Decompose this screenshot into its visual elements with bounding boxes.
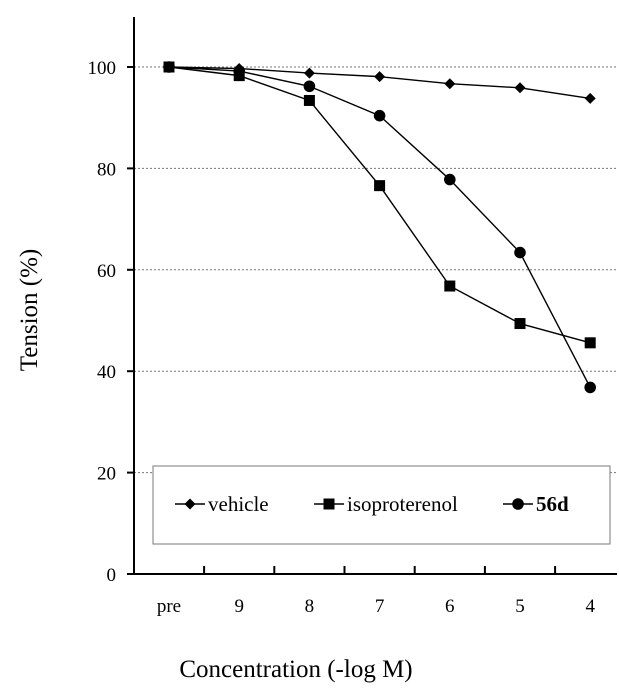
data-point-isoproterenol: [444, 280, 456, 292]
y-tick-label: 0: [107, 565, 117, 586]
x-tick-label: 6: [445, 596, 455, 617]
x-tick-label: 8: [305, 596, 315, 617]
y-tick-label: 60: [97, 261, 116, 282]
data-point-vehicle: [444, 78, 456, 90]
grid-lines: [134, 66, 617, 474]
legend-label-vehicle: vehicle: [208, 492, 269, 516]
legend-box: [152, 465, 611, 545]
tick-labels: 0 20 40 60 80 100 pre 9 8 7 6 5 4: [88, 58, 596, 617]
data-point-56d: [584, 381, 596, 394]
x-tick-label: 9: [234, 596, 244, 617]
legend-items: vehicle isoproterenol 56d: [175, 492, 569, 516]
data-point-56d: [233, 65, 245, 77]
x-axis-title: Concentration (-log M): [179, 656, 412, 683]
x-tick-label: 7: [375, 596, 385, 617]
data-point-56d: [373, 109, 386, 122]
data-point-56d: [163, 61, 175, 73]
legend-marker-56d: [512, 498, 524, 510]
series-line-isoproterenol: [168, 66, 591, 344]
x-tick-label: 4: [585, 596, 595, 617]
y-tick-label: 40: [97, 362, 116, 383]
y-tick-label: 80: [97, 159, 116, 180]
series-markers: [163, 61, 596, 394]
y-axis-title: Tension (%): [16, 249, 43, 372]
x-tick-label: pre: [157, 596, 181, 617]
legend-label-isoproterenol: isoproterenol: [347, 492, 458, 516]
data-point-vehicle: [303, 67, 315, 79]
data-point-vehicle: [584, 92, 596, 104]
legend: [152, 465, 611, 545]
data-point-isoproterenol: [584, 337, 596, 349]
data-point-vehicle: [514, 82, 526, 94]
data-point-56d: [514, 246, 526, 259]
legend-label-56d: 56d: [536, 492, 569, 516]
data-point-56d: [444, 173, 456, 186]
data-point-isoproterenol: [514, 318, 526, 330]
data-point-isoproterenol: [303, 94, 315, 106]
data-point-isoproterenol: [374, 180, 386, 192]
data-point-56d: [303, 80, 316, 93]
x-tick-label: 5: [515, 596, 525, 617]
legend-marker-vehicle: [184, 498, 196, 510]
legend-marker-isoproterenol: [323, 498, 335, 510]
y-tick-label: 20: [97, 464, 116, 485]
axes: [127, 17, 617, 575]
y-tick-label: 100: [88, 58, 117, 79]
data-point-vehicle: [374, 71, 386, 83]
